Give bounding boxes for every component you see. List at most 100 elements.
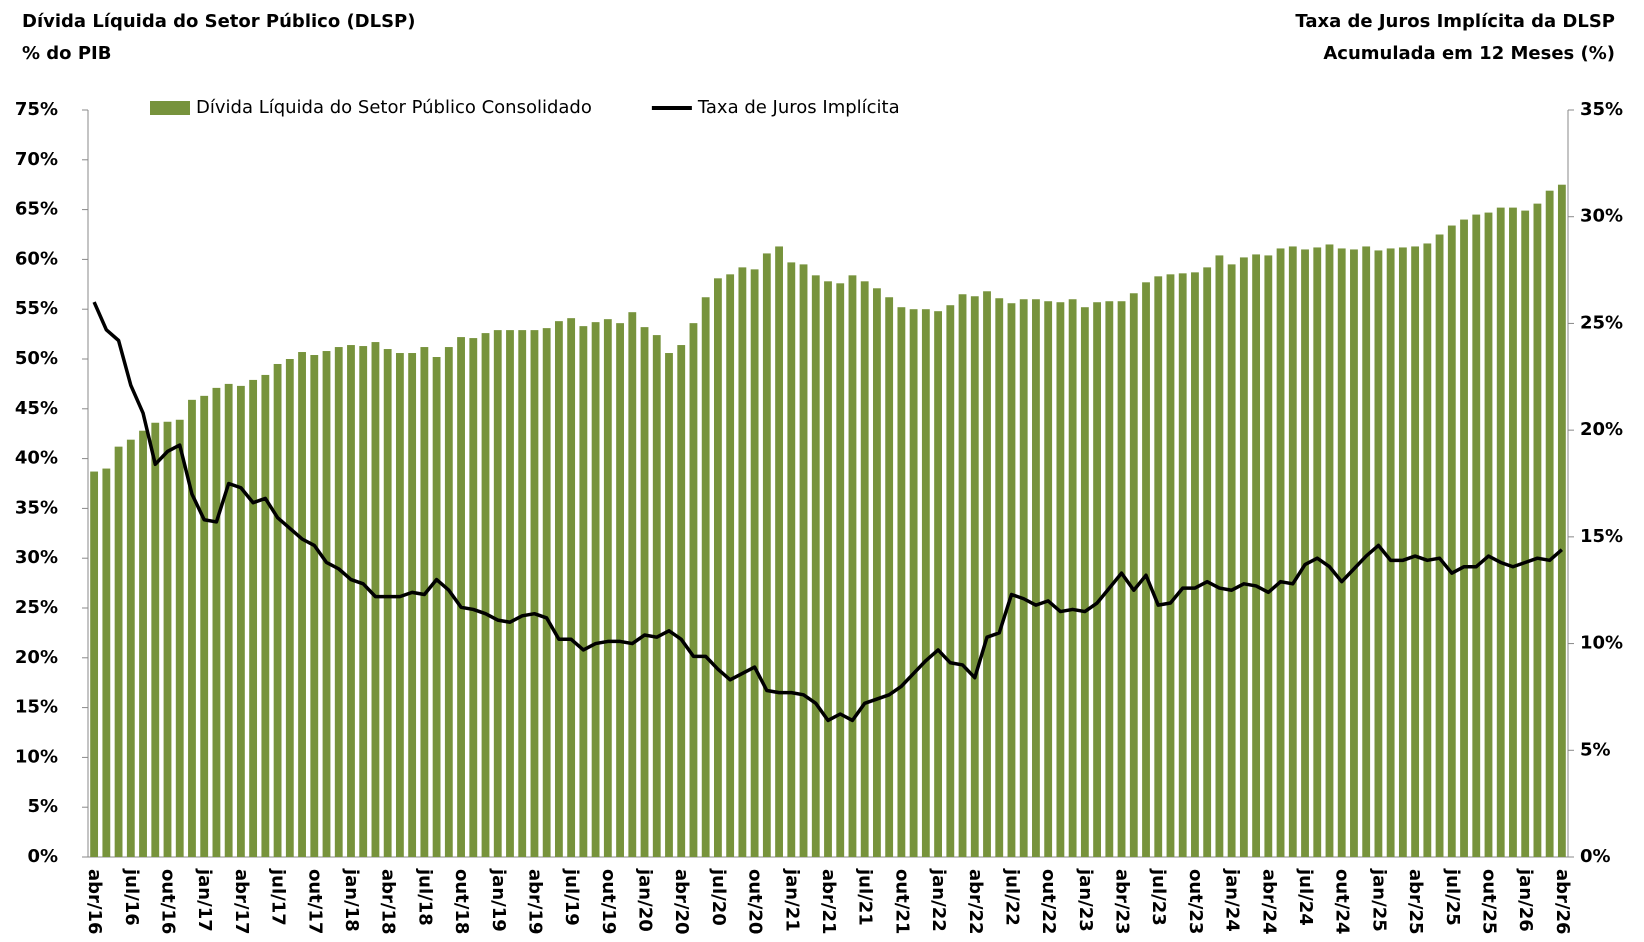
bar xyxy=(310,355,319,857)
x-tick-label: jan/26 xyxy=(1515,868,1536,932)
y-tick-label: 45% xyxy=(15,398,58,419)
y-tick-label: 35% xyxy=(15,497,58,518)
bar xyxy=(1019,299,1028,857)
y2-tick-label: 25% xyxy=(1580,312,1623,333)
bar xyxy=(261,374,270,857)
bar xyxy=(1313,247,1322,857)
bar xyxy=(738,267,747,857)
bar xyxy=(1239,257,1248,858)
bar xyxy=(188,399,196,857)
line xyxy=(92,301,1564,723)
x-tick-label: jan/23 xyxy=(1075,868,1096,932)
bar xyxy=(652,335,661,857)
y-title: % do PIB xyxy=(22,43,111,64)
bar xyxy=(860,281,869,857)
bar xyxy=(1276,248,1285,858)
bar xyxy=(298,352,306,857)
legend-label: Taxa de Juros Implícita xyxy=(697,97,900,118)
x-tick-label: jul/23 xyxy=(1148,868,1169,926)
x-tick-label: jul/17 xyxy=(268,868,289,926)
bar xyxy=(542,328,551,857)
bar xyxy=(1215,255,1224,857)
x-tick-label: out/25 xyxy=(1478,869,1499,934)
y-tick-label: 20% xyxy=(15,647,58,668)
bar xyxy=(554,321,563,858)
bar xyxy=(249,379,258,857)
y-tick-label: 5% xyxy=(27,796,58,817)
bar xyxy=(1288,246,1297,857)
bar xyxy=(163,421,172,857)
y-tick-label: 65% xyxy=(15,199,58,220)
bar xyxy=(909,309,918,857)
x-tick-label: jan/20 xyxy=(635,868,656,932)
x-tick-label: abr/25 xyxy=(1405,869,1426,935)
bar xyxy=(1007,303,1016,857)
bar xyxy=(1435,234,1444,857)
x-tick-label: abr/21 xyxy=(818,869,839,935)
bar xyxy=(1350,249,1358,857)
bar xyxy=(322,351,331,857)
bar xyxy=(1178,273,1187,857)
bar xyxy=(1521,210,1530,857)
bar xyxy=(567,318,576,857)
bar xyxy=(493,330,502,858)
bar xyxy=(873,288,881,857)
bar xyxy=(285,359,294,857)
x-tick-label: abr/18 xyxy=(378,869,399,935)
bar xyxy=(983,291,991,858)
bar xyxy=(1484,212,1493,857)
y-tick-label: 40% xyxy=(15,448,58,469)
x-tick-label: out/22 xyxy=(1038,869,1059,934)
bar xyxy=(665,353,673,857)
bar xyxy=(1301,249,1309,857)
y2-tick-label: 35% xyxy=(1580,99,1623,120)
bar xyxy=(175,419,184,857)
bar xyxy=(714,278,722,858)
bar xyxy=(371,342,380,857)
y2-tick-label: 15% xyxy=(1580,526,1623,547)
legend-swatch xyxy=(150,101,190,115)
bar xyxy=(958,294,967,857)
bar xyxy=(1105,301,1114,857)
bar xyxy=(1264,255,1273,857)
bar xyxy=(995,298,1004,857)
bar xyxy=(395,353,404,857)
x-tick-label: out/16 xyxy=(158,869,179,934)
bar xyxy=(200,395,209,857)
legend-label: Dívida Líquida do Setor Público Consolid… xyxy=(196,97,592,118)
bar xyxy=(628,312,637,857)
bar xyxy=(1362,246,1371,857)
x-tick-label: jan/24 xyxy=(1222,868,1243,932)
y-tick-label: 55% xyxy=(15,298,58,319)
bar xyxy=(432,357,441,857)
y-tick-label: 0% xyxy=(27,846,58,867)
bar xyxy=(848,275,857,857)
bar xyxy=(677,345,686,857)
y2-title: Acumulada em 12 Meses (%) xyxy=(1323,43,1615,64)
bar xyxy=(359,346,368,857)
y-tick-label: 15% xyxy=(15,697,58,718)
bar xyxy=(1203,267,1212,857)
x-tick-label: out/23 xyxy=(1185,869,1206,934)
x-tick-label: jul/19 xyxy=(561,868,582,926)
bar xyxy=(946,305,955,857)
x-tick-label: out/24 xyxy=(1332,869,1353,934)
bar xyxy=(824,281,832,857)
x-tick-label: abr/16 xyxy=(84,869,105,935)
bar xyxy=(126,439,135,857)
bar xyxy=(420,347,429,857)
x-tick-label: jul/16 xyxy=(121,868,142,926)
x-tick-label: abr/19 xyxy=(524,869,545,935)
bar xyxy=(408,353,417,857)
bar xyxy=(102,468,111,857)
bar xyxy=(1080,307,1089,857)
x-tick-label: out/19 xyxy=(598,869,619,934)
bar xyxy=(921,309,930,857)
x-tick-label: jan/18 xyxy=(341,868,362,932)
x-tick-label: jan/19 xyxy=(488,868,509,932)
bar xyxy=(885,297,894,857)
x-tick-label: jan/17 xyxy=(194,868,215,932)
bar xyxy=(1411,246,1420,857)
y-tick-label: 50% xyxy=(15,348,58,369)
